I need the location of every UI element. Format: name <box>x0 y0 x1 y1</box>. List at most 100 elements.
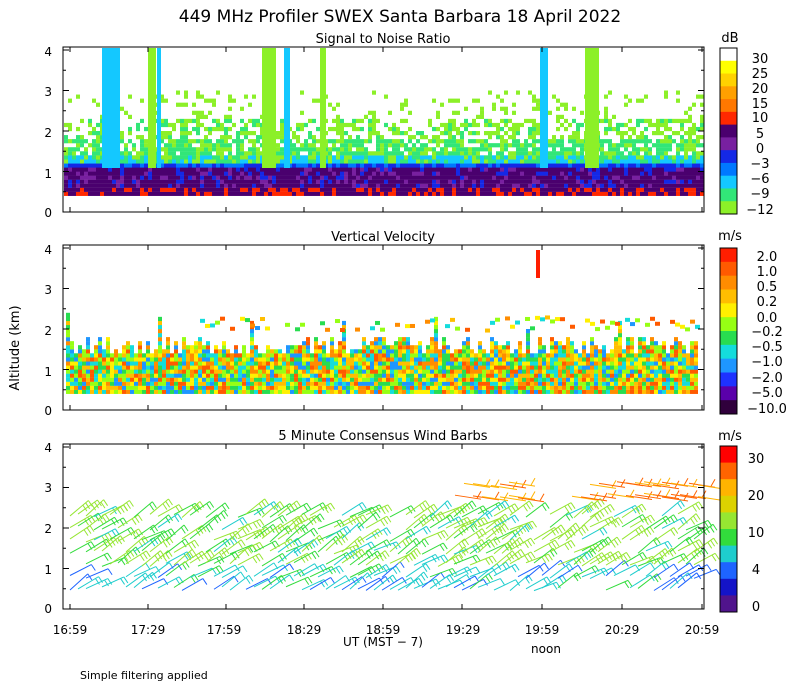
vv-cell <box>562 361 566 366</box>
vv-cell <box>182 361 186 366</box>
snr-cell <box>160 135 164 140</box>
snr-cell <box>488 118 492 124</box>
snr-cell <box>132 147 136 152</box>
snr-cell <box>464 126 468 132</box>
vv-cell <box>266 369 270 374</box>
snr-cell <box>656 163 660 168</box>
vv-cell <box>294 349 298 354</box>
snr-cell <box>332 155 336 160</box>
snr-cell <box>356 126 360 132</box>
snr-cell <box>256 179 260 184</box>
vv-cell <box>418 385 422 390</box>
snr-cell <box>140 191 144 196</box>
vv-cell <box>518 373 522 378</box>
wind-barb-feather <box>259 530 265 538</box>
snr-cell <box>520 151 524 156</box>
vv-cell <box>490 389 494 394</box>
snr-cell <box>96 171 100 176</box>
snr-cell <box>92 147 96 152</box>
wind-barb-feather <box>126 502 131 509</box>
snr-cell <box>224 171 228 176</box>
snr-cell <box>684 167 688 172</box>
snr-cell <box>412 179 416 184</box>
wind-barb-feather <box>162 541 168 548</box>
snr-cell <box>572 159 576 164</box>
snr-cell <box>220 179 224 184</box>
vv-cell <box>278 361 282 366</box>
snr-cell <box>448 159 452 164</box>
vv-cell <box>626 337 630 342</box>
vv-cell <box>270 389 274 394</box>
snr-cell <box>572 163 576 168</box>
snr-cell <box>608 155 612 160</box>
vv-cell <box>390 385 394 390</box>
vv-cell <box>205 323 210 328</box>
vv-cell <box>182 381 186 386</box>
snr-cell <box>352 167 356 172</box>
snr-cell <box>308 151 312 156</box>
vv-cell <box>342 381 346 386</box>
vv-cell <box>690 349 694 354</box>
vv-cell <box>210 365 214 370</box>
vv-cell <box>214 353 218 358</box>
vv-cell <box>694 357 698 362</box>
vv-cell <box>634 377 638 382</box>
vv-cell <box>382 337 386 342</box>
snr-cell <box>484 183 488 188</box>
snr-cell <box>372 118 376 124</box>
snr-cell <box>388 167 392 172</box>
vv-cell <box>382 389 386 394</box>
snr-cell <box>520 159 524 164</box>
snr-cell <box>120 131 124 136</box>
snr-cell <box>288 191 292 196</box>
snr-cell <box>140 118 144 124</box>
vv-cell <box>582 353 586 358</box>
vv-cell <box>674 353 678 358</box>
vv-cell <box>606 365 610 370</box>
snr-cell <box>444 187 448 192</box>
snr-cell <box>452 118 456 124</box>
vv-cell <box>174 381 178 386</box>
vv-cell <box>226 353 230 358</box>
vv-cell <box>578 353 582 358</box>
vv-cell <box>446 389 450 394</box>
vv-cell <box>366 357 370 362</box>
vv-cell <box>150 357 154 362</box>
vv-cell <box>154 381 158 386</box>
vv-cell <box>250 361 254 366</box>
snr-cell <box>464 155 468 160</box>
snr-cell <box>244 159 248 164</box>
vv-cell <box>602 377 606 382</box>
vv-cell <box>138 385 142 390</box>
vv-cell <box>398 373 402 378</box>
snr-cell <box>168 151 172 156</box>
vv-cell <box>434 337 438 342</box>
vv-cell <box>314 385 318 390</box>
snr-cell <box>464 171 468 176</box>
wind-barb-feather <box>137 514 143 522</box>
snr-cell <box>428 122 432 128</box>
vv-cell <box>410 373 414 378</box>
snr-cell <box>336 114 340 119</box>
wind-barb <box>237 507 261 518</box>
vv-cell <box>346 361 350 366</box>
snr-cell <box>468 183 472 188</box>
snr-cell <box>408 159 412 164</box>
snr-cell <box>644 139 648 144</box>
vv-cell <box>570 353 574 358</box>
vv-cell <box>590 377 594 382</box>
vv-cell <box>418 365 422 370</box>
snr-cell <box>424 183 428 188</box>
snr-cell <box>244 94 248 99</box>
vv-cell <box>198 377 202 382</box>
vv-cell <box>666 385 670 390</box>
snr-cell <box>136 183 140 188</box>
vv-cell <box>490 337 494 342</box>
vv-cell <box>454 373 458 378</box>
vv-cell <box>274 377 278 382</box>
snr-cell <box>176 102 180 107</box>
snr-cell <box>540 167 544 172</box>
snr-cell <box>424 171 428 176</box>
snr-cell <box>68 163 72 168</box>
vv-cell <box>370 361 374 366</box>
